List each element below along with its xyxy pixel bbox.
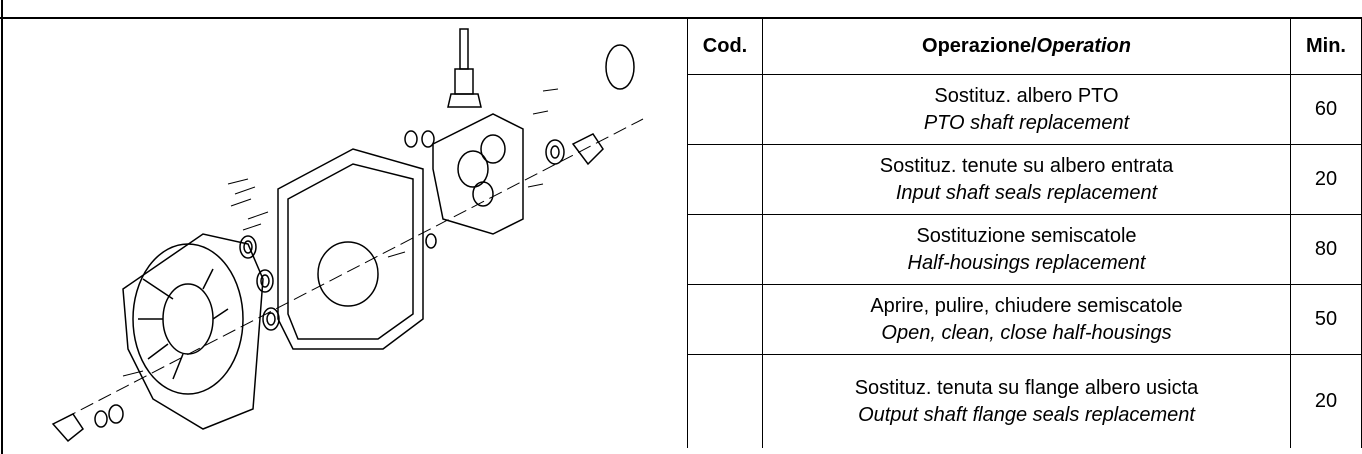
row: Aprire, pulire, chiudere semiscatole Open… xyxy=(687,284,1362,355)
frame-line xyxy=(0,17,1362,19)
min-cell: 80 xyxy=(1290,214,1362,285)
cod-cell xyxy=(687,354,763,448)
row: Sostituz. tenute su albero entrata Input … xyxy=(687,144,1362,215)
operation-it: Sostituzione semiscatole xyxy=(916,224,1137,247)
rear-housing xyxy=(432,113,524,235)
header-row: Cod. Operazione/Operation Min. xyxy=(687,18,1362,75)
min-cell: 20 xyxy=(1290,354,1362,448)
row: Sostituzione semiscatole Half-housings re… xyxy=(687,214,1362,285)
operation-en: Open, clean, close half-housings xyxy=(881,321,1172,344)
header-cell: Operazione/Operation xyxy=(762,18,1291,75)
operation-cell: Sostituz. albero PTO PTO shaft replacemen… xyxy=(762,74,1291,145)
operation-en: Input shaft seals replacement xyxy=(895,181,1158,204)
frame-line xyxy=(1,0,3,454)
min-cell: 60 xyxy=(1290,74,1362,145)
cod-cell xyxy=(687,284,763,355)
bolts xyxy=(122,88,559,377)
row: Sostituz. tenuta su flange albero usicta… xyxy=(687,354,1362,448)
operation-cell: Sostituz. tenute su albero entrata Input … xyxy=(762,144,1291,215)
exploded-drawing xyxy=(51,28,644,443)
min-cell: 20 xyxy=(1290,144,1362,215)
front-housing xyxy=(122,233,264,430)
operations-table: Cod. Operazione/Operation Min. Sostituz.… xyxy=(687,18,1362,448)
operation-cell: Sostituz. tenuta su flange albero usicta… xyxy=(762,354,1291,448)
cod-cell xyxy=(687,144,763,215)
operation-cell: Aprire, pulire, chiudere semiscatole Open… xyxy=(762,284,1291,355)
operation-en: Half-housings replacement xyxy=(907,251,1146,274)
cod-cell xyxy=(687,214,763,285)
operation-en: Output shaft flange seals replacement xyxy=(858,403,1195,426)
min-cell: 50 xyxy=(1290,284,1362,355)
pto-shaft xyxy=(447,28,482,108)
cod-cell xyxy=(687,74,763,145)
header-cell: Min. xyxy=(1290,18,1362,75)
flanges xyxy=(51,133,604,443)
row: Sostituz. albero PTO PTO shaft replacemen… xyxy=(687,74,1362,145)
middle-housing xyxy=(277,148,424,350)
operation-it: Sostituz. albero PTO xyxy=(934,84,1119,107)
operation-it: Sostituz. tenuta su flange albero usicta xyxy=(854,376,1199,399)
operation-cell: Sostituzione semiscatole Half-housings re… xyxy=(762,214,1291,285)
operation-it: Aprire, pulire, chiudere semiscatole xyxy=(870,294,1183,317)
header-cell: Cod. xyxy=(687,18,763,75)
operation-it: Sostituz. tenute su albero entrata xyxy=(879,154,1174,177)
operation-en: PTO shaft replacement xyxy=(923,111,1130,134)
seals xyxy=(94,44,635,428)
header-text: Operazione/ xyxy=(922,35,1037,57)
header-text: Operation xyxy=(1036,35,1131,57)
